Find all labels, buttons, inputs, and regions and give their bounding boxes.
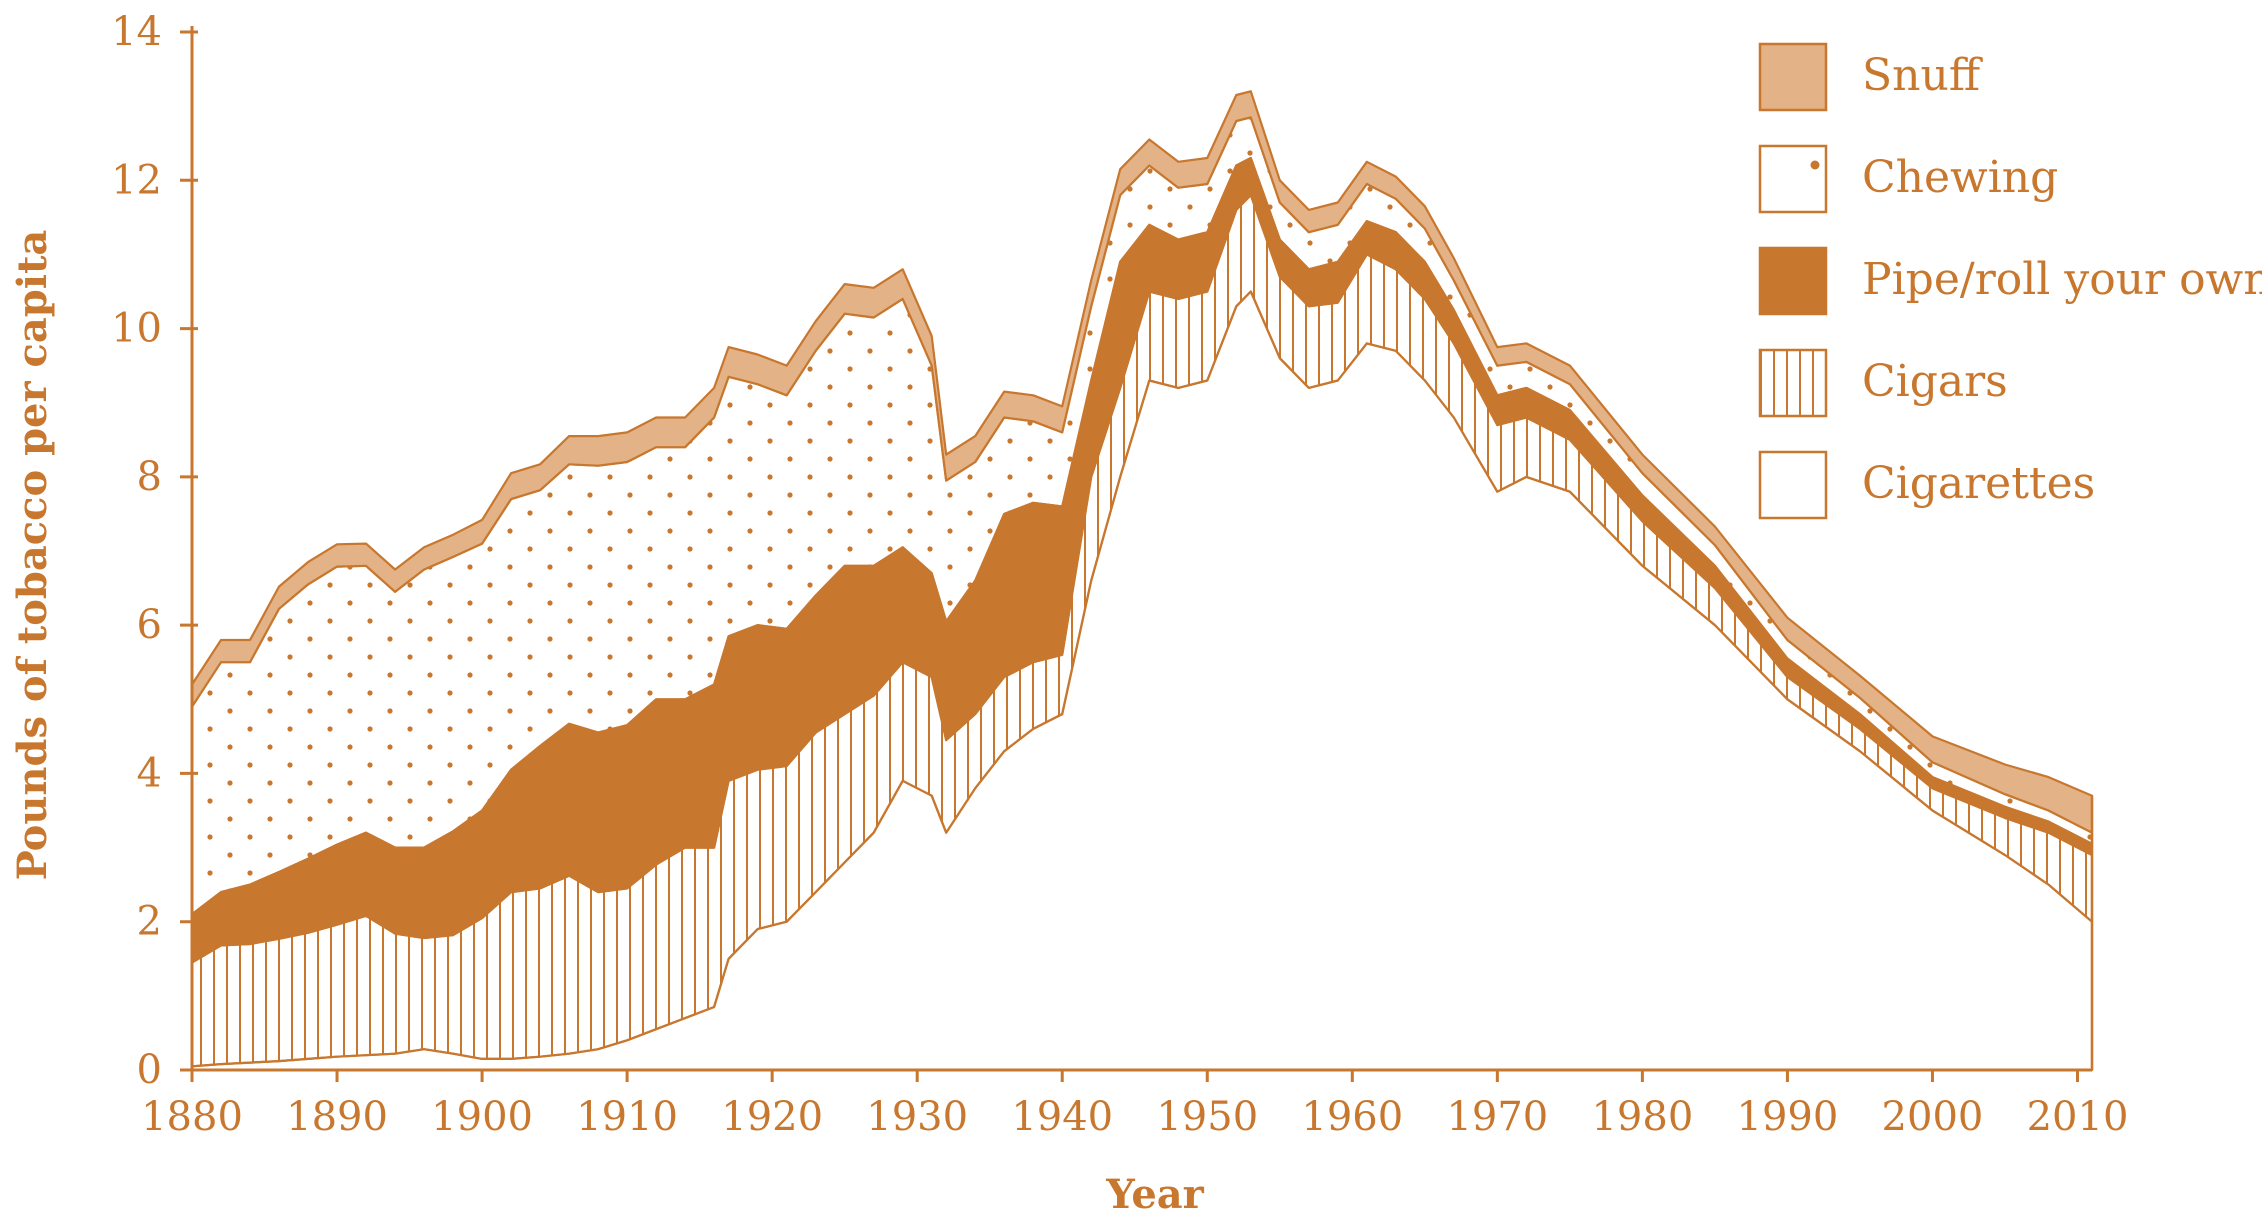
legend-swatch-snuff xyxy=(1758,42,1828,112)
legend-swatch-cigars xyxy=(1758,348,1828,418)
stacked-areas xyxy=(190,90,2094,1072)
x-tick-label: 1930 xyxy=(866,1094,968,1140)
legend: Snuff Chewing Pipe/roll your own Cigars Ciga… xyxy=(1758,42,2262,520)
x-tick-label: 1950 xyxy=(1156,1094,1258,1140)
y-tick-label: 10 xyxy=(111,306,162,352)
x-tick-label: 2000 xyxy=(1882,1094,1984,1140)
x-axis-title: Year xyxy=(1105,1171,1204,1218)
legend-label-chewing: Chewing xyxy=(1862,152,2058,203)
y-tick-label: 6 xyxy=(137,602,162,648)
y-tick-label: 4 xyxy=(137,750,162,796)
legend-swatch-chewing xyxy=(1758,144,1828,214)
x-tick-label: 1880 xyxy=(141,1094,243,1140)
y-tick-label: 8 xyxy=(137,454,162,500)
legend-label-pipe-roll-your-own: Pipe/roll your own xyxy=(1862,254,2262,305)
x-tick-label: 1980 xyxy=(1591,1094,1693,1140)
y-tick-label: 12 xyxy=(111,157,162,203)
x-tick-label: 1990 xyxy=(1737,1094,1839,1140)
x-tick-label: 1940 xyxy=(1011,1094,1113,1140)
legend-label-cigarettes: Cigarettes xyxy=(1862,458,2095,509)
legend-swatch-cigarettes xyxy=(1758,450,1828,520)
y-axis-title: Pounds of tobacco per capita xyxy=(9,230,56,881)
legend-swatch-pipe-roll-your-own xyxy=(1758,246,1828,316)
axes: 0 2 4 6 8 10 12 14 1880 1890 1900 1910 1920 1930 1940 1… xyxy=(111,9,2128,1140)
x-tick-label: 1910 xyxy=(576,1094,678,1140)
x-tick-label: 1960 xyxy=(1301,1094,1403,1140)
x-tick-label: 2010 xyxy=(2027,1094,2129,1140)
x-tick-label: 1900 xyxy=(431,1094,533,1140)
x-tick-label: 1970 xyxy=(1446,1094,1548,1140)
x-tick-label: 1920 xyxy=(721,1094,823,1140)
y-tick-label: 2 xyxy=(137,899,162,945)
legend-label-snuff: Snuff xyxy=(1862,50,1983,101)
y-tick-label: 0 xyxy=(137,1047,162,1093)
legend-label-cigars: Cigars xyxy=(1862,356,2008,407)
y-tick-label: 14 xyxy=(111,9,162,55)
x-tick-label: 1890 xyxy=(286,1094,388,1140)
